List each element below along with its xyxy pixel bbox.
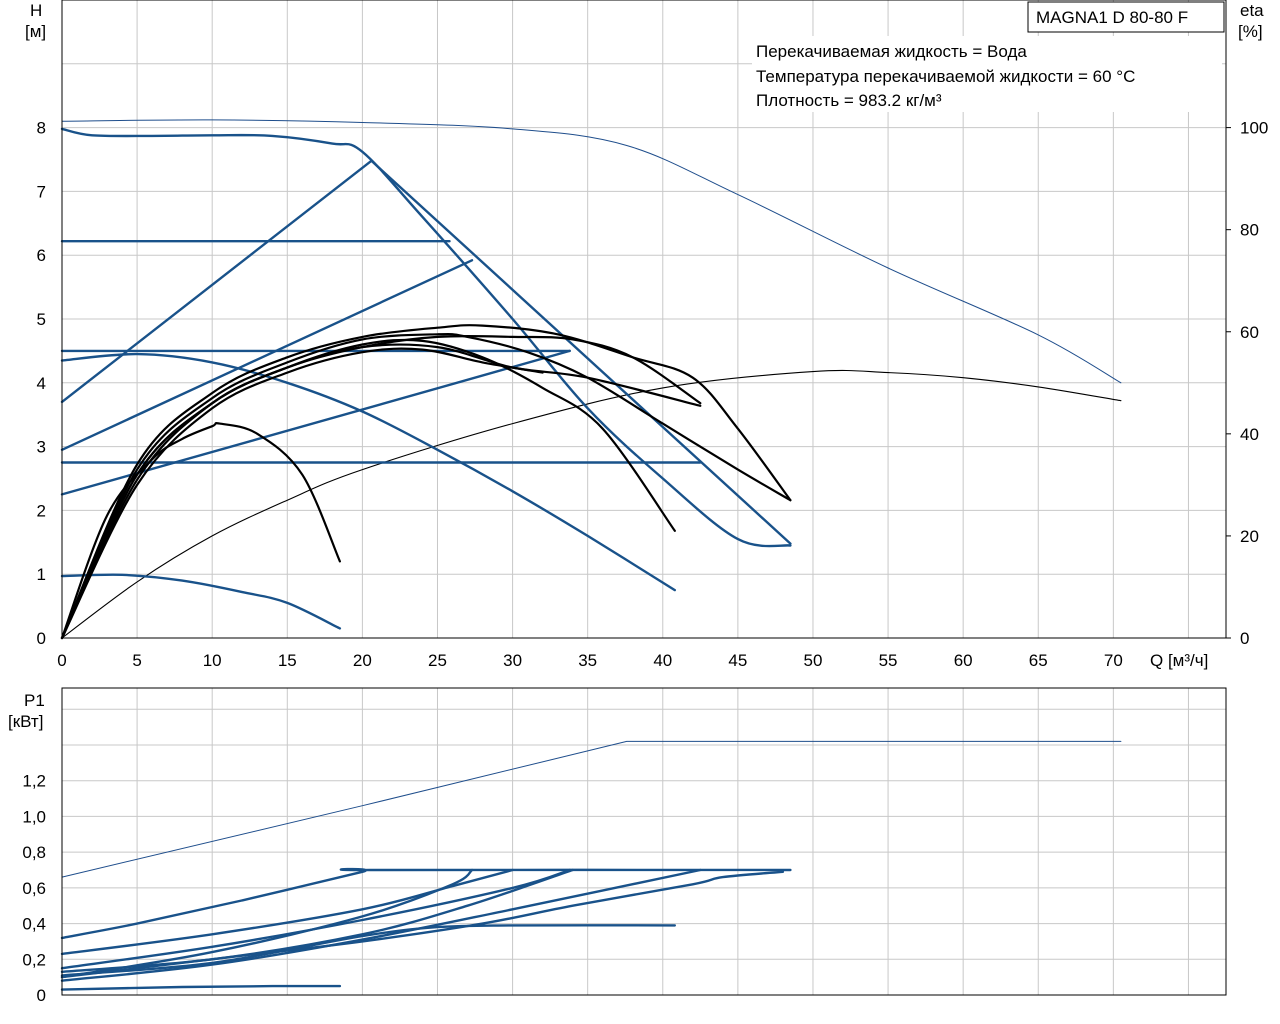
xlabel-flow: Q [м³/ч] [1150, 651, 1208, 670]
head-series [60, 119, 1122, 640]
power-tick-label: 0,2 [22, 950, 46, 969]
power-tick-label: 1,2 [22, 772, 46, 791]
power-curve-1 [60, 867, 792, 940]
head-tick-labels: 0 1 2 3 4 5 6 7 8 [37, 119, 46, 648]
x-tick-label: 55 [879, 651, 898, 670]
y-tick-label: 5 [37, 310, 46, 329]
ylabel-left-unit: [м] [25, 22, 46, 41]
y-tick-label: 3 [37, 438, 46, 457]
power-curve-6 [60, 868, 702, 982]
power-curve-3 [60, 868, 574, 973]
power-curve-7 [60, 924, 676, 977]
eta-tick-label: 60 [1240, 323, 1259, 342]
eta-tick-label: 80 [1240, 221, 1259, 240]
efficiency-curve-13 [60, 333, 792, 640]
y-tick-label: 8 [37, 119, 46, 138]
chart-title: MAGNA1 D 80-80 F [1036, 8, 1188, 27]
x-tick-label: 70 [1104, 651, 1123, 670]
power-curve-5 [60, 868, 571, 970]
power-tick-label: 0 [37, 986, 46, 1005]
x-tick-label: 10 [203, 651, 222, 670]
head-curve-10 [60, 573, 342, 630]
head-curve-2 [60, 127, 792, 548]
head-curve-3 [60, 159, 792, 545]
power-tick-label: 1,0 [22, 807, 46, 826]
power-curve-9 [60, 984, 342, 991]
x-tick-label: 65 [1029, 651, 1048, 670]
ylabel-left-h: H [30, 1, 42, 20]
efficiency-curve-1 [61, 369, 1122, 639]
efficiency-curve-12 [60, 338, 676, 640]
info-temperature: Температура перекачиваемой жидкости = 60… [756, 67, 1135, 86]
power-curve-4 [60, 868, 474, 979]
y-tick-label: 4 [37, 374, 46, 393]
eta-tick-label: 100 [1240, 119, 1268, 138]
x-tick-label: 25 [428, 651, 447, 670]
head-curve-5 [60, 259, 474, 451]
power-series [60, 740, 1122, 991]
eta-tick-label: 20 [1240, 527, 1259, 546]
x-tick-label: 60 [954, 651, 973, 670]
flow-tick-labels: 0 5 10 15 20 25 30 35 40 45 50 55 60 65 70 [57, 651, 1123, 670]
power-tick-label: 0,8 [22, 843, 46, 862]
info-density: Плотность = 983.2 кг/м³ [756, 91, 942, 110]
y-tick-label: 7 [37, 182, 46, 201]
power-curve-8 [60, 870, 785, 979]
x-tick-label: 15 [278, 651, 297, 670]
head-plot-frame [61, 0, 1227, 639]
power-curve-2 [60, 868, 514, 956]
head-curve-0 [61, 119, 1122, 384]
title-box [1027, 1, 1225, 33]
y-tick-label: 0 [37, 629, 46, 648]
efficiency-curve-14 [60, 324, 792, 640]
x-tick-label: 20 [353, 651, 372, 670]
y-tick-label: 6 [37, 246, 46, 265]
x-tick-label: 0 [57, 651, 66, 670]
ylabel-right-eta: eta [1240, 1, 1264, 20]
x-tick-label: 40 [653, 651, 672, 670]
ylabel-power-unit: [кВт] [8, 712, 43, 731]
power-plot-frame [61, 687, 1227, 996]
x-tick-label: 35 [578, 651, 597, 670]
head-curve-9 [60, 352, 676, 592]
eta-tick-labels: 0 20 40 60 80 100 [1226, 119, 1268, 648]
eta-tick-label: 40 [1240, 425, 1259, 444]
x-tick-label: 5 [132, 651, 141, 670]
eta-tick-label: 0 [1240, 629, 1249, 648]
y-tick-label: 1 [37, 565, 46, 584]
efficiency-curve-11 [60, 422, 341, 640]
power-tick-label: 0,6 [22, 879, 46, 898]
x-tick-label: 50 [804, 651, 823, 670]
ylabel-right-unit: [%] [1238, 22, 1263, 41]
x-tick-label: 30 [503, 651, 522, 670]
x-tick-label: 45 [728, 651, 747, 670]
efficiency-curve-16 [60, 343, 702, 640]
power-tick-labels: 0 0,2 0,4 0,6 0,8 1,0 1,2 [22, 772, 46, 1005]
power-tick-label: 0,4 [22, 915, 46, 934]
ylabel-power: P1 [24, 691, 45, 710]
y-tick-label: 2 [37, 501, 46, 520]
info-box [752, 36, 1222, 112]
efficiency-curve-17 [60, 347, 544, 640]
info-fluid: Перекачиваемая жидкость = Вода [756, 42, 1027, 61]
power-curve-0 [61, 740, 1122, 878]
power-grid [61, 688, 1226, 996]
power-plot: 0 0,2 0,4 0,6 0,8 1,0 1,2 P1 [кВт] [8, 687, 1227, 1005]
